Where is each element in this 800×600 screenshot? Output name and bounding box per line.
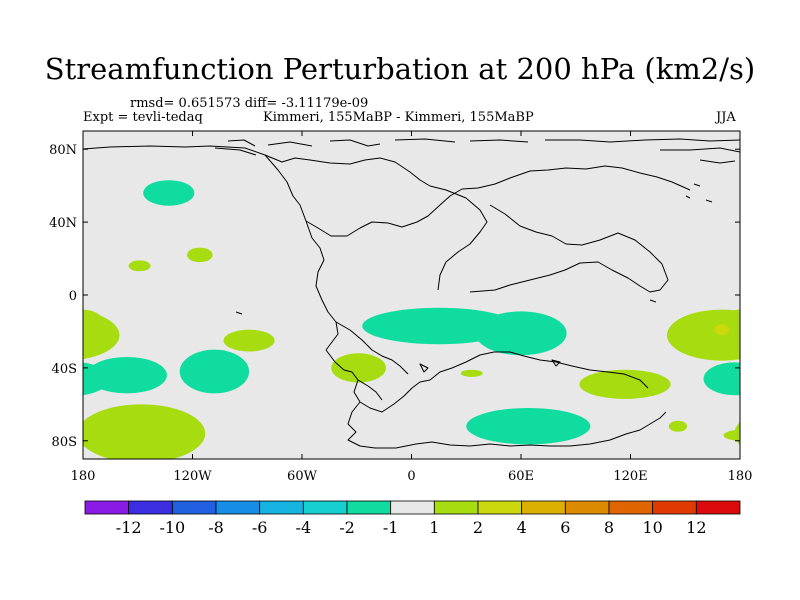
- experiment-label: Expt = tevli-tedaq: [83, 110, 203, 125]
- colorbar-label: 12: [686, 518, 706, 537]
- colorbar-label: 8: [604, 518, 614, 537]
- colorbar-swatch: [128, 500, 173, 515]
- anomaly-w-pacific-positive: [667, 309, 740, 361]
- anomaly-s-atlantic-positive: [331, 353, 386, 383]
- colorbar-label: -2: [339, 518, 355, 537]
- anomaly-tropical-band-negative-2: [475, 311, 567, 356]
- colorbar-label: 6: [560, 518, 570, 537]
- coastline-central-america: [305, 220, 339, 351]
- stats-text: rmsd= 0.651573 diff= -3.11179e-09: [130, 96, 369, 111]
- season-label: JJA: [716, 110, 736, 125]
- anomaly-s-pacific-positive-mid: [223, 329, 275, 352]
- anomaly-s-pacific-negative-2: [179, 349, 250, 394]
- anomaly-s-indian-positive-small: [460, 369, 483, 377]
- coastline-small-islands: [235, 183, 713, 373]
- anomaly-n-pacific-positive-small-2: [128, 260, 151, 272]
- coastline-south-america: [325, 349, 649, 413]
- colorbar-label: -4: [296, 518, 312, 537]
- lon-tick-label: 180: [728, 469, 753, 484]
- colorbar-label: -1: [383, 518, 399, 537]
- lat-tick-label: 0: [69, 289, 77, 304]
- lat-tick-label: 40N: [49, 216, 77, 231]
- anomaly-s-pacific-positive-large-wrap: [734, 421, 740, 446]
- colorbar-swatch: [695, 500, 741, 515]
- colorbar-label: 4: [517, 518, 527, 537]
- colorbar-swatch: [215, 500, 261, 515]
- anomaly-n-pacific-negative: [143, 180, 195, 206]
- anomaly-s-ocean-positive-small: [668, 420, 688, 432]
- colorbar-label: 2: [473, 518, 483, 537]
- colorbar-label: 10: [642, 518, 662, 537]
- anomaly-s-indian-positive: [579, 369, 671, 399]
- lon-tick-label: 60W: [287, 469, 318, 484]
- lon-tick-label: 60E: [508, 469, 534, 484]
- anomaly-s-ocean-positive-edge: [723, 429, 740, 441]
- coastline-north-america-inner: [264, 154, 431, 187]
- anomaly-w-pacific-negative-wrap: [83, 362, 109, 395]
- colorbar-swatch: [433, 500, 479, 515]
- colorbar-label: -6: [252, 518, 268, 537]
- colorbar: -12 -10 -8 -6 -4 -2 -1 1 2 4 6 8 10 12: [84, 500, 741, 537]
- colorbar-swatch: [652, 500, 697, 515]
- coastline-layer: [83, 138, 740, 449]
- colorbar-label: -8: [208, 518, 224, 537]
- colorbar-swatch: [346, 500, 392, 515]
- colorbar-swatch: [84, 500, 130, 515]
- anomaly-w-pacific-core: [714, 324, 730, 336]
- latitude-axis: 80N 40N 0 40S 80S: [49, 143, 740, 450]
- lon-tick-label: 0: [407, 469, 415, 484]
- colorbar-swatch: [608, 500, 654, 515]
- colorbar-label: 1: [429, 518, 439, 537]
- colorbar-swatch: [564, 500, 610, 515]
- coastline-arctic-islands: [214, 138, 740, 164]
- colorbar-label: -10: [159, 518, 185, 537]
- anomaly-w-pacific-negative: [703, 362, 740, 396]
- lon-tick-label: 180: [71, 469, 96, 484]
- lat-tick-label: 80N: [49, 143, 77, 158]
- lat-tick-label: 40S: [52, 362, 77, 377]
- anomaly-s-ocean-positive-edge-wrap: [83, 429, 100, 441]
- anomaly-s-indian-negative: [466, 407, 591, 445]
- anomaly-s-pacific-positive-large: [83, 404, 206, 459]
- plot-title: Streamfunction Perturbation at 200 hPa (…: [44, 52, 756, 86]
- comparison-label: Kimmeri, 155MaBP - Kimmeri, 155MaBP: [263, 110, 534, 125]
- lon-tick-label: 120E: [613, 469, 647, 484]
- coastline-south-america-inner: [335, 321, 409, 401]
- anomaly-layer: [83, 180, 740, 459]
- colorbar-swatch: [521, 500, 566, 515]
- lon-tick-label: 120W: [173, 469, 212, 484]
- coastline-antarctica: [347, 401, 667, 449]
- colorbar-swatch: [390, 500, 435, 515]
- colorbar-swatch: [259, 500, 304, 515]
- anomaly-n-pacific-positive-small-1: [187, 247, 213, 263]
- lat-tick-label: 80S: [52, 435, 77, 450]
- colorbar-swatch: [171, 500, 217, 515]
- colorbar-label: -12: [116, 518, 142, 537]
- coastline-europe-asia: [429, 185, 669, 293]
- colorbar-swatch: [302, 500, 348, 515]
- anomaly-w-pacific-positive-wrap: [83, 311, 120, 360]
- longitude-axis: 180 120W 60W 0 60E 120E 180: [71, 131, 753, 484]
- colorbar-swatch: [477, 500, 523, 515]
- map-background: [83, 131, 740, 459]
